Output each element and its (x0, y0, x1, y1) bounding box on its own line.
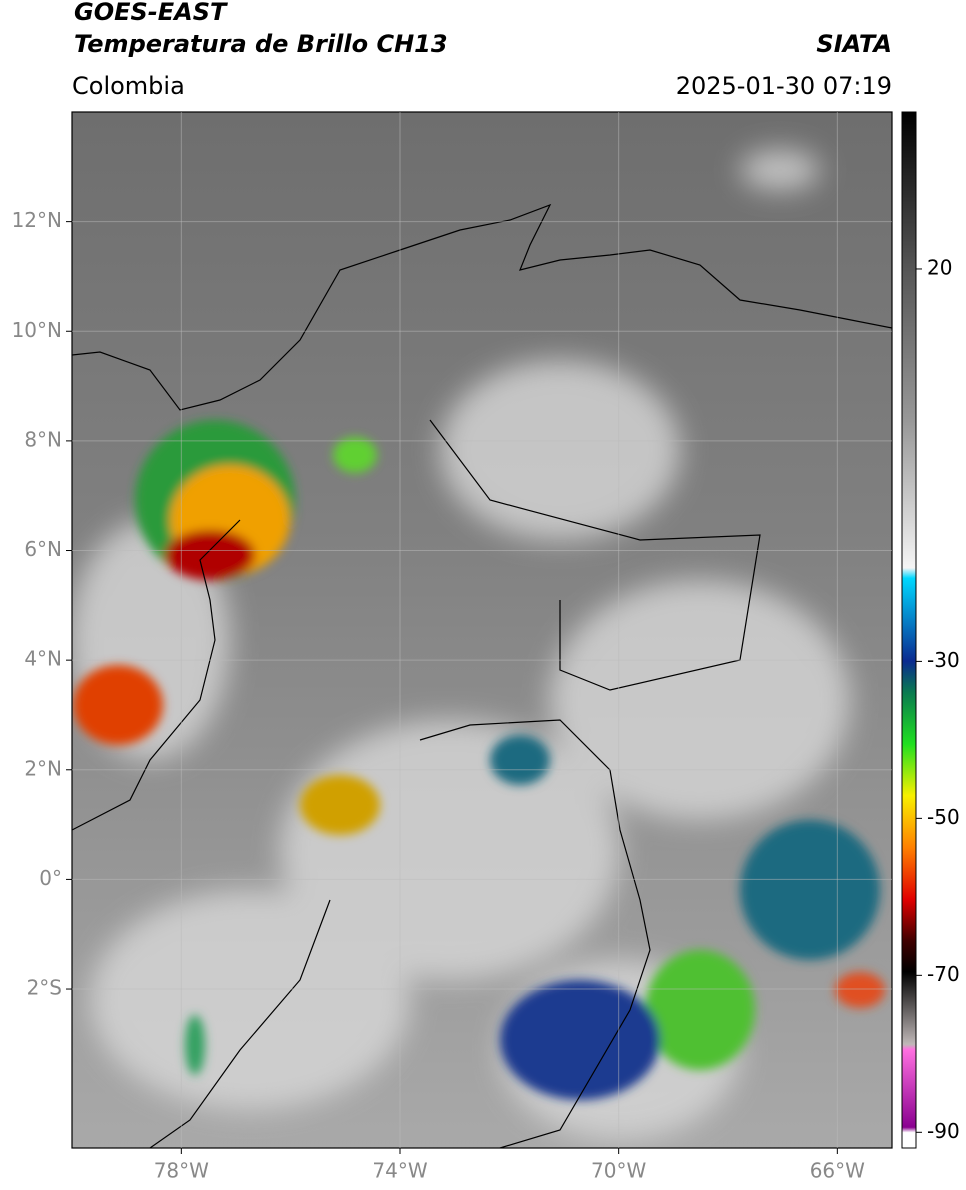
satellite-image (72, 112, 892, 1148)
lat-tick-label: 8°N (24, 427, 62, 451)
colorbar-tick-label: -90 (927, 1119, 960, 1143)
colorbar (901, 111, 917, 1149)
lon-tick-label: 78°W (154, 1159, 209, 1183)
datetime: 2025-01-30 07:19 (675, 72, 892, 100)
lat-tick-label: 4°N (24, 647, 62, 671)
lon-tick-label: 66°W (810, 1159, 865, 1183)
satellite-name: GOES-EAST (74, 0, 227, 26)
lat-tick-label: 10°N (12, 318, 62, 342)
product-title: Temperatura de Brillo CH13 (74, 30, 448, 58)
colorbar-tick-label: -50 (927, 805, 960, 829)
map-frame (71, 111, 893, 1149)
colorbar-tick-label: -30 (927, 648, 960, 672)
lat-tick-label: 2°N (24, 756, 62, 780)
lat-tick-label: 2°S (27, 976, 62, 1000)
region: Colombia (72, 72, 185, 100)
lon-tick-label: 70°W (591, 1159, 646, 1183)
borders (72, 203, 892, 1148)
agency: SIATA (816, 30, 892, 58)
colorbar-tick-label: 20 (927, 255, 952, 279)
colorbar-tick-label: -70 (927, 962, 960, 986)
lat-tick-label: 0° (39, 866, 62, 890)
lon-tick-label: 74°W (372, 1159, 427, 1183)
lat-tick-label: 12°N (12, 208, 62, 232)
lat-tick-label: 6°N (24, 537, 62, 561)
